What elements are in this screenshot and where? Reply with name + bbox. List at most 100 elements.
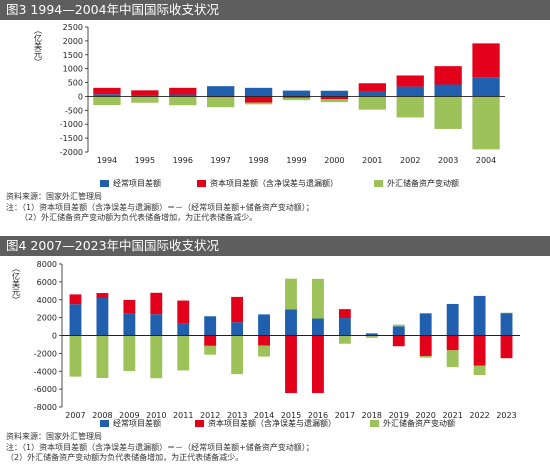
bar-current — [446, 303, 459, 336]
bar-current — [69, 304, 82, 336]
chart-panel-1: 图3 1994—2004年中国国际收支状况 — [0, 0, 550, 20]
bar-current — [392, 326, 405, 336]
bar-capital — [258, 335, 270, 346]
bar-current — [312, 318, 324, 336]
bar-capital — [96, 293, 109, 298]
x-tick-label: 2015 — [281, 411, 301, 420]
y-tick-label: 0 — [78, 92, 83, 101]
chart-notes-2: 资料来源：国家外汇管理局 注：（1）资本项目差额（含净误差与遗漏额）＝－（经常项… — [6, 432, 314, 464]
bar-reserve — [244, 102, 273, 105]
bar-reserve — [446, 350, 459, 368]
bar-reserve — [282, 97, 311, 101]
bar-reserve — [392, 324, 405, 327]
legend-swatch-current — [100, 420, 109, 427]
bar-current — [244, 87, 273, 97]
bar-current — [123, 313, 136, 336]
chart-panel-2: 图4 2007—2023年中国国际收支状况 — [0, 236, 550, 256]
x-tick-label: 2019 — [389, 411, 409, 420]
x-tick-label: 1996 — [173, 156, 193, 165]
bar-capital — [282, 96, 311, 98]
bar-capital — [123, 299, 136, 314]
bar-current — [282, 90, 311, 97]
bar-current — [93, 94, 121, 97]
legend-swatch-current — [100, 180, 109, 187]
bar-capital — [231, 296, 244, 323]
legend-label: 经常项目差额 — [113, 418, 161, 428]
bar-reserve — [419, 356, 432, 358]
y-tick-label: 6000 — [37, 278, 57, 287]
bar-current — [500, 312, 513, 336]
bar-reserve — [258, 345, 270, 357]
y-tick-label: 2000 — [63, 37, 83, 46]
x-tick-label: 2003 — [438, 156, 458, 165]
bar-reserve — [177, 335, 190, 371]
chart-1-svg: （亿美元） -2000 -1500 -1000 -500 0 500 1000 1500 2000… — [34, 23, 505, 188]
bar-current — [150, 314, 163, 336]
legend-swatch-capital — [195, 420, 204, 427]
bar-reserve — [320, 99, 349, 103]
x-tick-label: 2002 — [400, 156, 420, 165]
y-tick-label: -500 — [65, 106, 83, 115]
bar-capital — [446, 335, 459, 351]
y-tick-label: -1000 — [60, 120, 83, 129]
chart-2-svg: （亿美元） -8000 -6000 -4000 -2000 0 2000 4000 6000 80… — [12, 260, 520, 428]
legend-label: 外汇储备资产变动额 — [383, 418, 455, 428]
y-axis-label: （亿美元） — [34, 26, 43, 66]
x-tick-label: 2012 — [200, 411, 220, 420]
bar-capital — [93, 87, 121, 95]
x-tick-label: 2007 — [65, 411, 85, 420]
bar-current — [231, 322, 244, 336]
bar-capital — [320, 96, 349, 100]
y-tick-label: 1000 — [63, 65, 83, 74]
y-tick-label: 8000 — [37, 260, 57, 269]
chart-notes-1: 资料来源：国家外汇管理局 注：（1）资本项目差额（含净误差与遗漏额）＝－（经常项… — [6, 192, 314, 224]
legend-label: 资本项目差额（含净误差与遗漏额） — [210, 178, 338, 188]
note-1-b: （2）外汇储备资产变动额为负代表储备增加，为正代表储备减少。 — [20, 213, 258, 222]
bar-current — [365, 333, 378, 336]
bar-current — [419, 313, 432, 336]
bar-reserve — [500, 312, 513, 314]
y-tick-label: 2500 — [63, 23, 83, 32]
bar-current — [169, 94, 197, 97]
bar-current — [177, 323, 190, 336]
y-tick-label: 0 — [52, 332, 57, 341]
bar-current — [472, 77, 500, 97]
y-axis-label: （亿美元） — [12, 264, 21, 304]
legend-label: 外汇储备资产变动额 — [387, 178, 459, 188]
bar-reserve — [434, 96, 462, 129]
bar-capital — [396, 75, 424, 87]
bar-capital — [434, 66, 462, 85]
bar-reserve — [358, 96, 386, 110]
x-tick-label: 2013 — [227, 411, 247, 420]
source-1: 资料来源：国家外汇管理局 — [6, 192, 102, 201]
y-tick-label: 500 — [68, 79, 83, 88]
x-tick-label: 1997 — [211, 156, 231, 165]
x-tick-label: 2022 — [469, 411, 489, 420]
x-tick-label: 2001 — [362, 156, 382, 165]
bar-reserve — [169, 96, 197, 106]
x-tick-label: 2017 — [335, 411, 355, 420]
note-2-a: 注：（1）资本项目差额（含净误差与遗漏额）＝－（经常项目差额+储备资产变动额）； — [6, 442, 314, 452]
bar-reserve — [93, 96, 121, 106]
bar-reserve — [473, 365, 486, 376]
x-tick-label: 2020 — [416, 411, 436, 420]
bar-reserve — [69, 335, 82, 377]
bar-capital — [204, 335, 217, 346]
bar-reserve — [285, 278, 297, 310]
bar-current — [473, 295, 486, 336]
legend-swatch-capital — [197, 180, 206, 187]
bar-current — [96, 297, 109, 336]
chart-title-2: 图4 2007—2023年中国国际收支状况 — [0, 236, 550, 256]
x-tick-label: 2018 — [362, 411, 382, 420]
note-2-b: （2）外汇储备资产变动额为负代表储备增加，为正代表储备减少。 — [6, 453, 244, 462]
x-tick-label: 1998 — [248, 156, 268, 165]
bar-capital — [177, 300, 190, 324]
bar-capital — [131, 90, 159, 96]
y-tick-label: 2000 — [37, 314, 57, 323]
bar-reserve — [150, 335, 163, 379]
bar-capital — [473, 335, 486, 366]
x-tick-label: 1995 — [135, 156, 155, 165]
bar-capital — [472, 43, 500, 78]
x-tick-label: 2011 — [173, 411, 193, 420]
x-tick-label: 2014 — [254, 411, 274, 420]
